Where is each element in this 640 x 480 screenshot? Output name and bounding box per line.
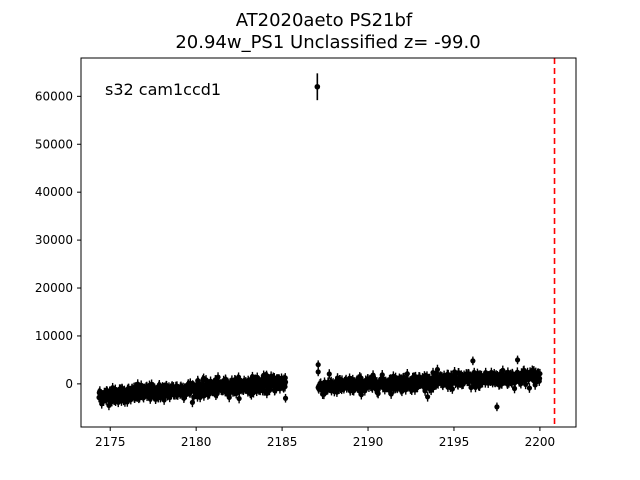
outlier-point <box>314 83 321 90</box>
x-tick-label: 2185 <box>267 435 298 449</box>
data-point <box>315 369 321 375</box>
data-point <box>315 362 321 368</box>
x-tick-label: 2180 <box>181 435 212 449</box>
x-tick-label: 2200 <box>525 435 556 449</box>
plot-frame <box>80 57 577 428</box>
y-tick-label: 0 <box>65 377 73 391</box>
y-tick-label: 20000 <box>35 281 73 295</box>
data-point <box>537 371 543 377</box>
data-point <box>425 394 431 400</box>
x-tick-label: 2175 <box>95 435 126 449</box>
y-tick-label: 10000 <box>35 329 73 343</box>
chart-title: AT2020aeto PS21bf <box>236 10 413 31</box>
data-point <box>266 387 273 394</box>
chart-subtitle: 20.94w_PS1 Unclassified z= -99.0 <box>175 32 480 53</box>
data-point <box>494 404 500 410</box>
data-point <box>226 394 232 401</box>
x-tick-label: 2195 <box>439 435 470 449</box>
y-tick-label: 30000 <box>35 233 73 247</box>
data-point <box>434 366 441 373</box>
plot-area <box>96 58 556 427</box>
data-point <box>388 391 394 397</box>
y-tick-label: 50000 <box>35 137 73 151</box>
data-point <box>449 386 455 392</box>
data-point <box>236 395 242 402</box>
ccd-annotation: s32 cam1ccd1 <box>105 80 221 99</box>
data-point <box>282 395 289 401</box>
data-point <box>470 358 476 364</box>
data-point <box>526 385 533 391</box>
data-point <box>326 371 332 377</box>
data-point <box>375 390 381 397</box>
axes: 2175 2180 2185 2190 2195 2200 0 10000 20000 30000… <box>35 89 555 449</box>
data-point <box>514 357 521 363</box>
y-tick-label: 60000 <box>35 89 73 103</box>
data-point <box>215 374 221 380</box>
data-point <box>282 379 289 385</box>
data-point <box>404 371 410 377</box>
y-tick-label: 40000 <box>35 185 73 199</box>
x-tick-label: 2190 <box>353 435 384 449</box>
data-point <box>523 381 529 387</box>
